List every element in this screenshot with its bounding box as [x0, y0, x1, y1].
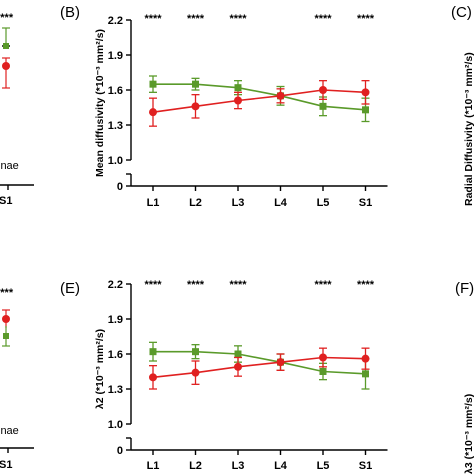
x-tick-label: L4 — [274, 197, 288, 209]
series-line-green — [153, 83, 366, 111]
panel-f-letter: (F) — [455, 280, 474, 297]
panel-b-chart: (B) Mean diffusivity (*10⁻³ mm²/s) 1.0 1.3 1… — [60, 4, 388, 209]
right-top-fragment: (C) Radial Diffusivity (*10⁻³ mm²/s) — [451, 4, 474, 206]
y-tick-label: 1.3 — [108, 384, 123, 396]
data-point-red — [149, 373, 157, 382]
significance-stars: **** — [187, 279, 205, 291]
right-bottom-fragment: (F) λ3 (*10⁻³ mm²/s) — [455, 280, 474, 474]
data-point-red — [276, 91, 285, 100]
y-zero-label: 0 — [117, 445, 123, 457]
left-bottom-label: inae — [0, 425, 19, 437]
data-point-green — [319, 368, 327, 375]
data-point-green — [192, 80, 199, 88]
data-point-red — [234, 362, 242, 371]
x-tick-label: L2 — [189, 460, 202, 472]
data-point-red — [191, 102, 200, 111]
significance-stars: **** — [357, 279, 375, 291]
y-tick-label: 2.2 — [108, 279, 123, 291]
data-point-red — [149, 108, 157, 117]
series-line-red — [152, 356, 366, 379]
left-bottom-stars: **** — [0, 287, 14, 299]
panel-c-ylabel: Radial Diffusivity (*10⁻³ mm²/s) — [463, 52, 474, 206]
x-tick-label: L2 — [189, 197, 202, 209]
left-top-tick: S1 — [0, 195, 12, 207]
significance-stars: **** — [229, 13, 247, 25]
y-tick-label: 1.6 — [108, 349, 123, 361]
data-point-red — [361, 354, 370, 363]
left-top-label: inae — [0, 160, 19, 172]
significance-stars: **** — [357, 13, 375, 25]
y-tick-label: 1.3 — [108, 120, 123, 132]
y-tick-label: 1.0 — [108, 155, 123, 167]
data-point-red — [319, 353, 327, 362]
y-tick-label: 2.2 — [108, 15, 123, 27]
panel-e-chart: (E) λ2 (*10⁻³ mm²/s)1.0 1.3 1.6 1.9 2.2 0 L1 L2 L… — [60, 279, 388, 472]
data-point-red — [276, 358, 285, 367]
left-bottom-fragment: **** inae S1 — [0, 287, 34, 471]
data-point-green — [234, 84, 242, 92]
left-bottom-tick: S1 — [0, 459, 12, 471]
data-point-red — [191, 368, 200, 377]
significance-stars: **** — [144, 13, 162, 25]
series-line-red — [152, 89, 366, 113]
y-tick-label: 1.9 — [108, 50, 123, 62]
data-point-green — [192, 348, 199, 356]
significance-stars: **** — [314, 279, 332, 291]
y-tick-label: 1.9 — [108, 314, 123, 326]
y-zero-label: 0 — [117, 181, 123, 193]
x-tick-label: L3 — [232, 197, 245, 209]
data-point-green — [319, 102, 327, 110]
panel-letter: (B) — [60, 4, 80, 21]
x-tick-label: S1 — [359, 197, 372, 209]
y-axis-title: Mean diffusivity (*10⁻³ mm²/s) — [94, 29, 106, 177]
significance-stars: **** — [144, 279, 162, 291]
panel-letter: (E) — [60, 280, 80, 297]
data-point-green — [362, 106, 369, 114]
y-axis-title: λ2 (*10⁻³ mm²/s) — [94, 329, 106, 409]
panel-c-letter: (C) — [451, 4, 472, 21]
left-top-fragment: **** inae S1 — [0, 12, 34, 207]
significance-stars: **** — [229, 279, 247, 291]
significance-stars: **** — [314, 13, 332, 25]
panel-f-ylabel: λ3 (*10⁻³ mm²/s) — [463, 394, 474, 474]
data-point-red — [234, 96, 242, 105]
data-point-green — [149, 348, 157, 356]
x-tick-label: L1 — [147, 197, 160, 209]
significance-stars: **** — [187, 13, 205, 25]
data-point-red — [361, 88, 370, 97]
y-tick-label: 1.6 — [108, 85, 123, 97]
x-tick-label: S1 — [359, 460, 372, 472]
data-point-green — [362, 370, 369, 378]
x-tick-label: L3 — [232, 460, 245, 472]
x-tick-label: L4 — [274, 460, 288, 472]
left-top-stars: **** — [0, 12, 14, 24]
series-line-green — [153, 350, 366, 375]
data-point-green — [149, 80, 157, 88]
data-point-red — [319, 86, 327, 94]
y-tick-label: 1.0 — [108, 419, 123, 431]
data-point-green — [234, 350, 242, 358]
x-tick-label: L5 — [317, 197, 330, 209]
x-tick-label: L1 — [147, 460, 160, 472]
x-tick-label: L5 — [317, 460, 330, 472]
